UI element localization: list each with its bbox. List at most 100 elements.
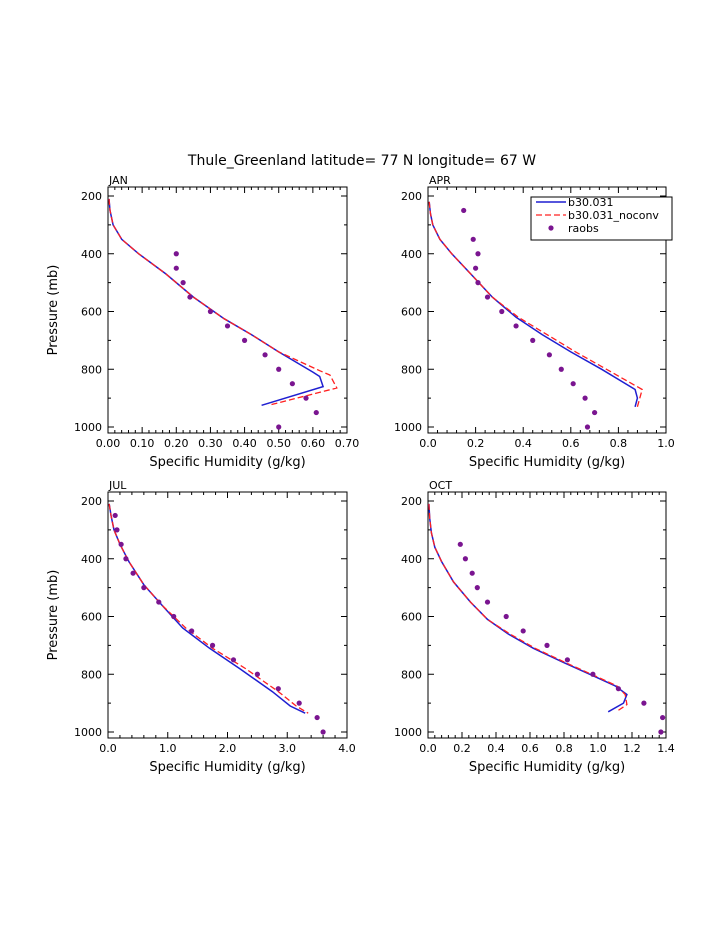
raobs-point	[570, 381, 576, 387]
raobs-point	[475, 251, 481, 257]
raobs-point	[130, 570, 136, 576]
series-line-b30	[428, 503, 628, 713]
raobs-point	[584, 424, 591, 430]
raobs-point	[484, 599, 491, 605]
y-tick-label: 600	[81, 611, 102, 624]
raobs-point	[462, 556, 468, 562]
y-axis-label: Pressure (mb)	[46, 265, 61, 356]
series-line-b30	[108, 503, 306, 714]
raobs-point	[484, 294, 491, 300]
raobs-point	[461, 207, 467, 214]
raobs-point	[224, 323, 231, 329]
panel-jul: JUL 0.0 1.0 2.0 3.0 4.0 200 400 600 800 1000 Specif…	[46, 479, 356, 775]
panel-label: OCT	[429, 479, 452, 492]
panels: JAN 0.00 0.10 0.20 0.30 0.40 0.50 0.60 0.70 200 40…	[46, 174, 675, 775]
raobs-point	[513, 323, 519, 329]
raobs-point	[276, 366, 282, 372]
raobs-point	[499, 308, 505, 315]
raobs-point	[660, 714, 666, 721]
raobs-point	[112, 512, 118, 519]
x-tick-label: 1.0	[159, 742, 177, 755]
raobs-point	[546, 352, 552, 358]
raobs-point	[173, 251, 179, 257]
raobs-point	[156, 599, 162, 605]
y-tick-label: 200	[401, 190, 422, 203]
y-tick-label: 400	[401, 248, 422, 261]
raobs-point	[658, 729, 664, 735]
series-line-noconv	[108, 198, 338, 406]
legend-entry: b30.031	[568, 196, 613, 209]
panel-label: APR	[429, 174, 451, 187]
raobs-point	[254, 671, 260, 677]
raobs-point	[590, 671, 596, 677]
x-tick-label: 2.0	[219, 742, 237, 755]
x-tick-label: 0.4	[514, 437, 532, 450]
plot-frame	[107, 186, 348, 434]
raobs-point	[189, 628, 195, 634]
raobs-point	[275, 686, 281, 692]
legend-entry: b30.031_noconv	[568, 209, 659, 222]
legend-swatch-raobs	[548, 225, 554, 231]
y-tick-label: 800	[81, 668, 102, 681]
y-tick-label: 600	[81, 306, 102, 319]
legend-box	[530, 196, 673, 241]
x-axis-label: Specific Humidity (g/kg)	[469, 455, 625, 470]
x-tick-label: 0.6	[562, 437, 580, 450]
x-tick-label: 0.2	[467, 437, 485, 450]
raobs-point	[475, 280, 481, 286]
raobs-point	[296, 700, 302, 706]
raobs-point	[289, 381, 295, 387]
raobs-point	[171, 613, 177, 620]
raobs-point	[276, 424, 282, 430]
raobs-point	[262, 352, 268, 358]
y-tick-label: 200	[401, 495, 422, 508]
figure-title: Thule_Greenland latitude= 77 N longitude…	[187, 153, 536, 169]
raobs-point	[503, 613, 509, 620]
raobs-point	[118, 541, 124, 547]
x-axis-label: Specific Humidity (g/kg)	[149, 760, 305, 775]
raobs-point	[558, 366, 564, 372]
panel-label: JAN	[108, 174, 128, 187]
panel-oct: OCT 0.0 0.2 0.4 0.6 0.8 1.0 1.2 1.4 200 400 600 800 1…	[394, 479, 675, 775]
y-tick-label: 400	[401, 553, 422, 566]
x-tick-label: 0.70	[335, 437, 360, 450]
x-tick-label: 0.20	[164, 437, 189, 450]
series-line-noconv	[108, 503, 309, 714]
y-tick-label: 1000	[394, 726, 422, 739]
x-tick-label: 0.10	[130, 437, 155, 450]
x-axis-label: Specific Humidity (g/kg)	[469, 760, 625, 775]
series-line-b30	[428, 201, 639, 407]
x-tick-label: 0.0	[419, 742, 437, 755]
y-tick-label: 800	[401, 363, 422, 376]
series-line-noconv	[428, 503, 628, 711]
raobs-point	[173, 265, 179, 271]
plot-frame	[427, 491, 667, 739]
raobs-point	[123, 556, 129, 562]
raobs-point	[473, 265, 479, 271]
raobs-point	[207, 308, 214, 315]
x-tick-label: 0.0	[419, 437, 437, 450]
y-tick-label: 1000	[74, 726, 102, 739]
raobs-point	[474, 585, 480, 591]
plot-frame	[427, 186, 667, 434]
x-tick-label: 0.6	[521, 742, 539, 755]
x-tick-label: 0.4	[487, 742, 505, 755]
x-tick-label: 1.0	[589, 742, 607, 755]
raobs-point	[564, 657, 571, 663]
panel-apr: APR 0.0 0.2 0.4 0.6 0.8 1.0 200 400 600 800 1000 Spe…	[394, 174, 675, 470]
x-tick-label: 0.30	[198, 437, 223, 450]
x-tick-label: 0.8	[555, 742, 573, 755]
x-tick-label: 0.50	[266, 437, 291, 450]
x-tick-label: 1.2	[623, 742, 641, 755]
x-tick-label: 3.0	[279, 742, 297, 755]
x-tick-label: 4.0	[338, 742, 356, 755]
raobs-point	[544, 642, 550, 648]
raobs-point	[209, 642, 216, 648]
y-tick-label: 1000	[74, 421, 102, 434]
x-tick-label: 0.60	[301, 437, 326, 450]
raobs-point	[530, 337, 536, 343]
x-tick-label: 0.0	[99, 742, 117, 755]
y-tick-label: 1000	[394, 421, 422, 434]
y-tick-label: 600	[401, 611, 422, 624]
